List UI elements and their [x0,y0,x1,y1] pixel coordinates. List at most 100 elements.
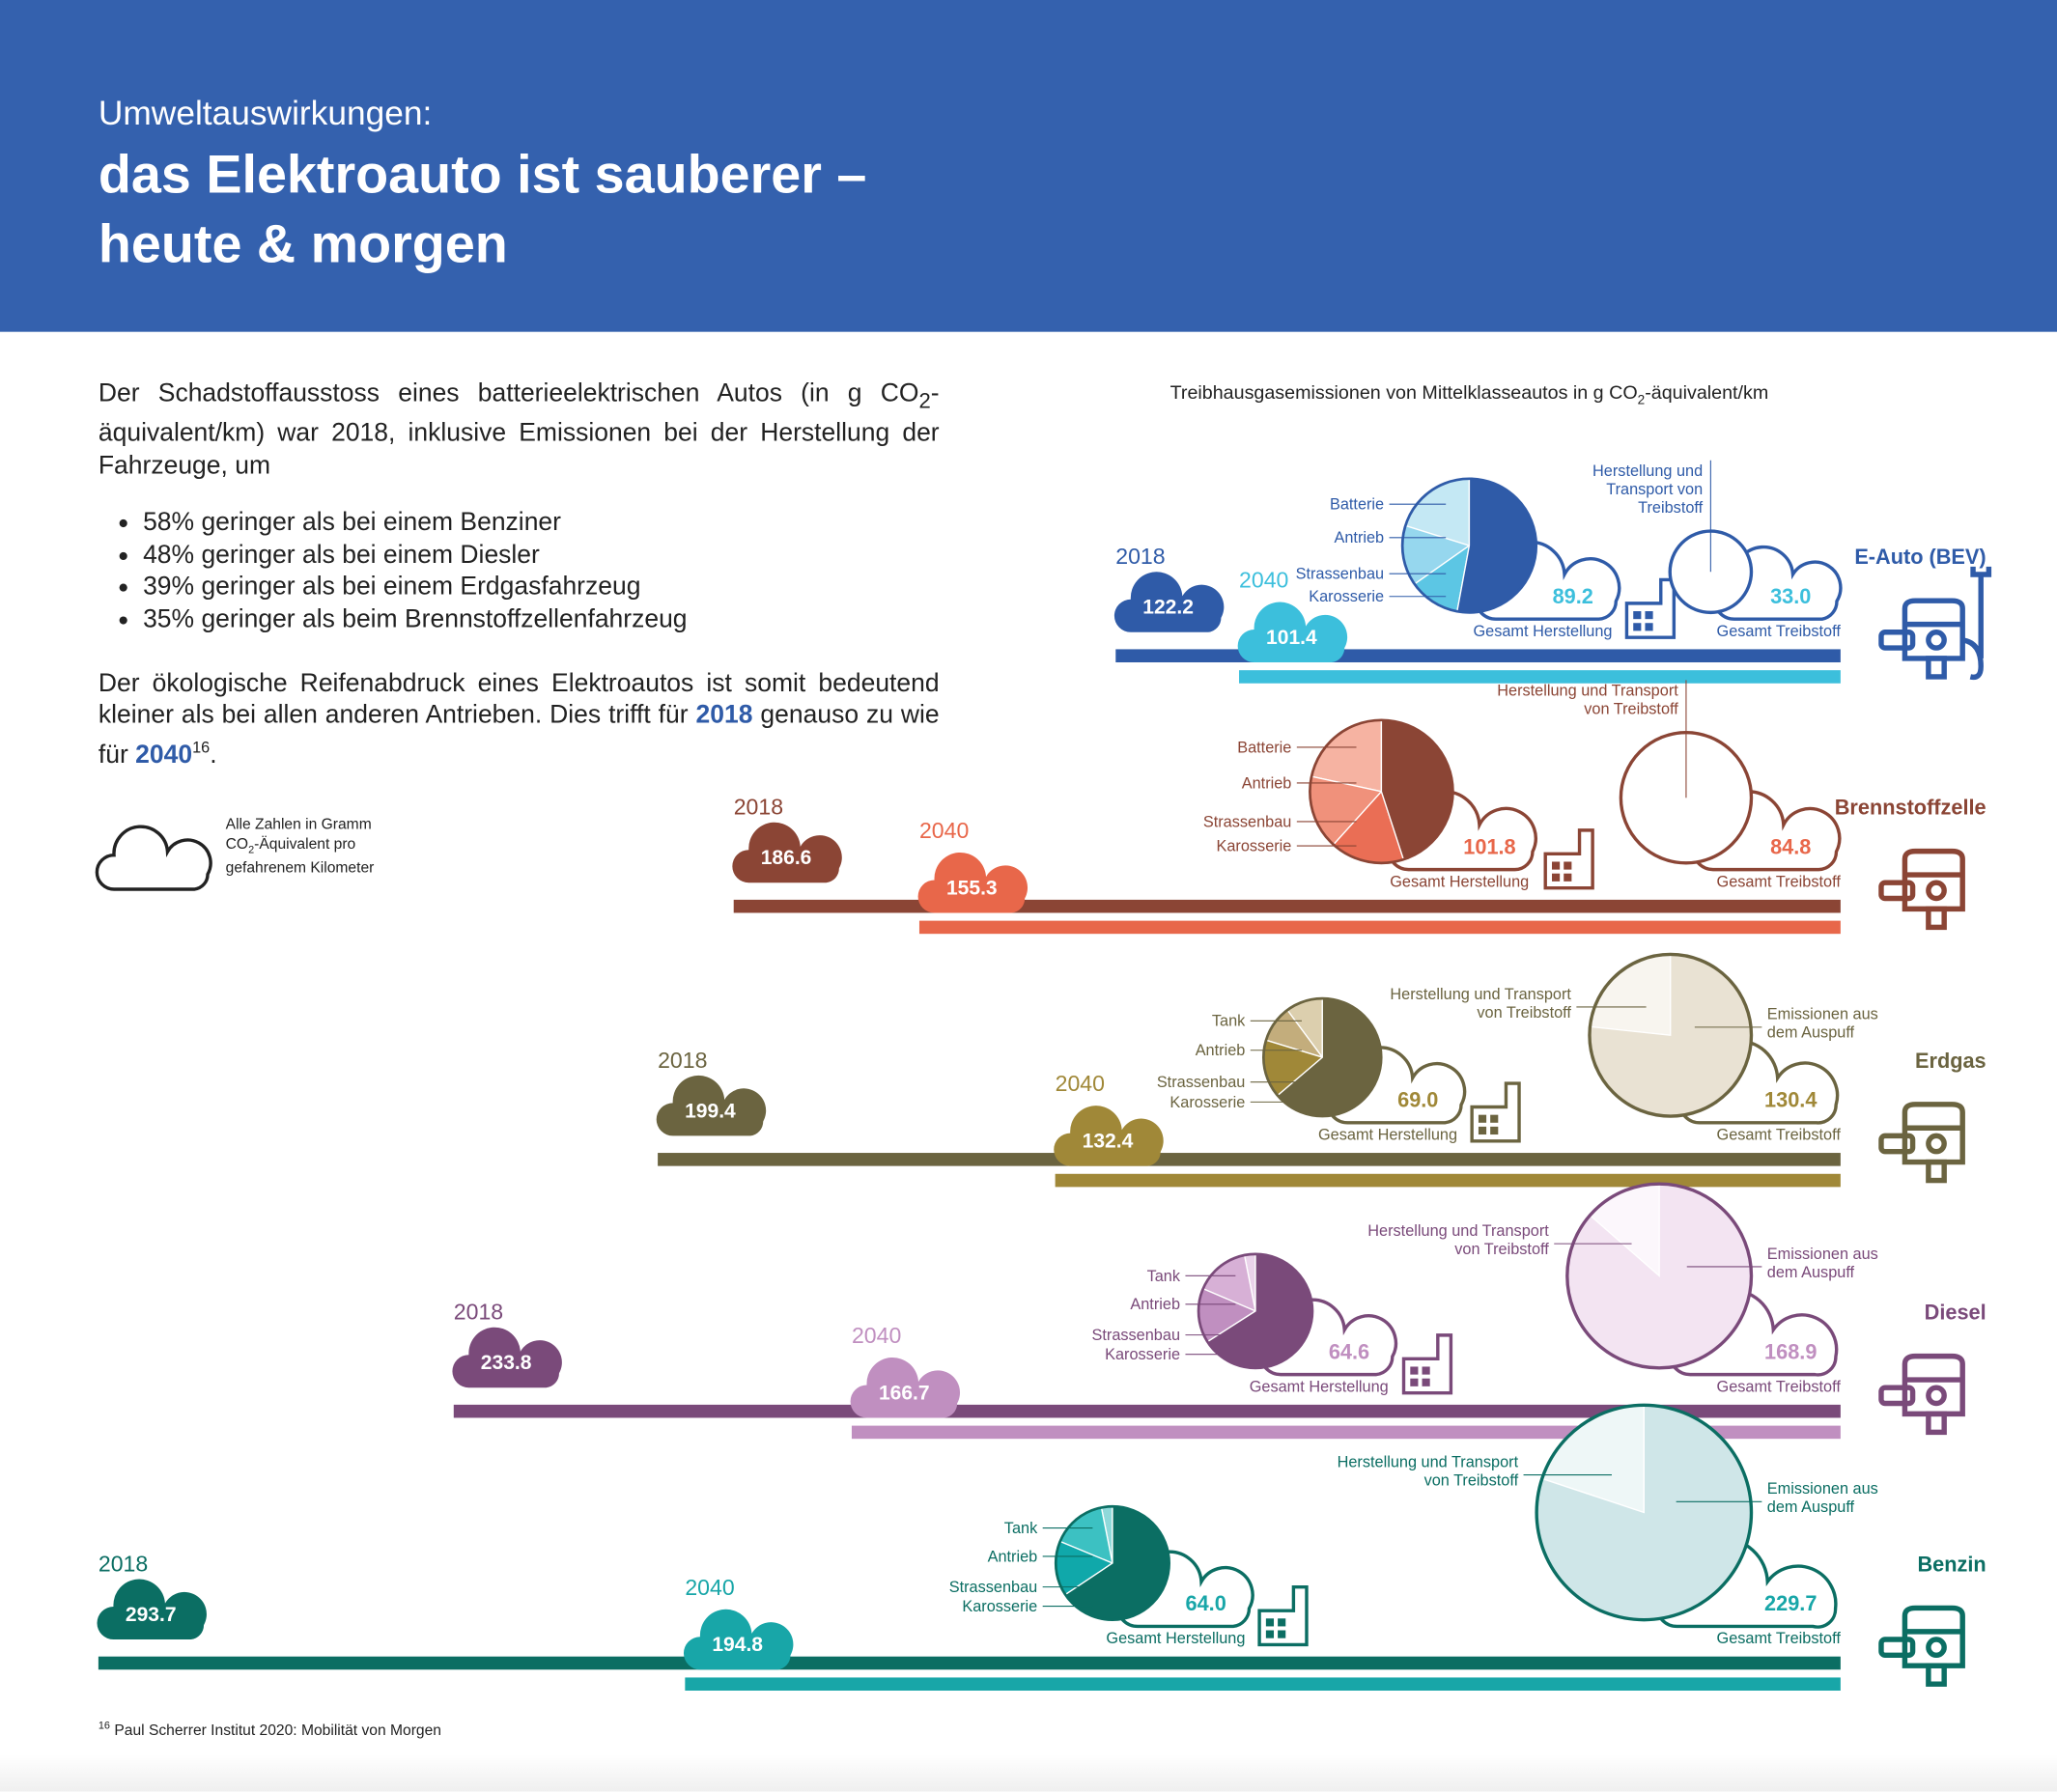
total-2018: 233.8 [481,1352,532,1374]
car-light [1926,1133,1947,1155]
cloud [683,1609,794,1670]
component-label: Karosserie [1309,588,1384,605]
fuel-label: Emissionen aus [1767,1246,1878,1263]
row-name: Brennstoffzelle [1835,796,1987,820]
footnote-ref: 16 [98,1719,110,1732]
fuel-label: von Treibstoff [1584,701,1678,718]
component-label: Batterie [1237,739,1291,756]
year-2018: 2018 [1115,544,1165,569]
cloud [1054,1106,1164,1166]
intro: Der Schadstoffausstoss eines batterieele… [99,378,940,481]
component-label: Strassenbau [1296,566,1385,583]
factory-window [1552,873,1561,882]
footnote: 16 Paul Scherrer Institut 2020: Mobilitä… [99,1720,441,1739]
fuel-value: 33.0 [1770,584,1811,608]
pie-outline [1261,996,1383,1118]
fuel-outline [1565,1182,1754,1370]
fuel-value: 229.7 [1764,1591,1817,1615]
total-2040: 155.3 [946,877,998,899]
fuel-value: 168.9 [1764,1339,1817,1363]
car-wheel [1926,1411,1947,1436]
fuel-label: dem Auspuff [1767,1024,1855,1042]
fuel-value: 130.4 [1764,1088,1817,1112]
footnote-text: Paul Scherrer Institut 2020: Mobilität v… [114,1722,441,1740]
pie-outline [1400,477,1538,614]
production-value: 101.8 [1463,834,1515,858]
conclusion-text: Der ökologische Reifenabdruck eines Elek… [98,668,940,730]
factory-window [1422,1366,1430,1375]
factory-icon [1257,1584,1309,1647]
pie-outline [1197,1252,1314,1370]
fuel-label: Treibstoff [1638,499,1703,517]
factory-outline [1543,828,1594,890]
year-2018: 2018 [99,1551,148,1576]
total-2040: 132.4 [1083,1131,1134,1153]
bar-2018 [733,899,1841,913]
cloud [1237,602,1348,663]
row-name: Erdgas [1915,1049,1987,1073]
factory-window [1645,623,1653,631]
factory-window [1564,873,1572,882]
fuel-caption: Gesamt Treibstoff [1717,1378,1842,1395]
year-2040: 2040 [919,818,969,843]
bullet: 35% geringer als beim Brennstoffzellenfa… [143,602,687,634]
note-line: Alle Zahlen in Gramm [225,817,372,833]
factory-window [1410,1378,1419,1386]
bar-2018 [453,1404,1841,1418]
intro-text: Der Schadstoffausstoss eines batterieele… [98,378,919,408]
component-label: Batterie [1330,496,1384,514]
factory-icon [1470,1081,1521,1143]
note-text: -Äquivalent pro [254,835,356,853]
factory-window [1645,611,1653,620]
fuel-caption: Gesamt Treibstoff [1717,1126,1842,1143]
factory-outline [1624,577,1677,639]
header: Umweltauswirkungen: das Elektroauto ist … [0,0,2057,332]
car-light [1926,1385,1947,1407]
production-caption: Gesamt Herstellung [1390,873,1529,890]
row-name: E-Auto (BEV) [1854,545,1986,569]
component-label: Karosserie [1169,1094,1245,1111]
production-value: 64.6 [1329,1339,1369,1363]
fuel-label: von Treibstoff [1424,1471,1519,1489]
car-wheel [1926,1663,1947,1687]
component-label: Karosserie [1105,1346,1180,1363]
fuel-label: Transport von [1606,481,1703,498]
pie-outline [1309,718,1454,865]
factory-window [1278,1618,1286,1627]
row-name: Benzin [1917,1552,1986,1576]
conclusion-text: . [210,740,217,770]
year: 2040 [135,740,193,770]
subscript: 2 [1638,392,1646,406]
total-2018: 122.2 [1142,597,1194,619]
car-lamp [1878,1385,1916,1407]
factory-outline [1257,1584,1309,1647]
car-wheel [1926,906,1947,931]
row-name: Diesel [1925,1301,1987,1325]
car-icon [1878,1605,1965,1687]
footnote-ref: 16 [192,738,211,757]
fuel-value: 84.8 [1770,834,1811,858]
total-2018: 199.4 [685,1100,736,1122]
component-label: Tank [1147,1268,1181,1285]
car-icon [1878,1353,1965,1436]
car-body [1902,1102,1965,1165]
factory-window [1422,1378,1430,1386]
bar-2018 [658,1153,1841,1166]
component-label: Antrieb [1130,1296,1180,1313]
car-lamp [1878,630,1916,651]
bar-2040 [1055,1173,1841,1188]
title-text: Treibhausgasemissionen von Mittelklassea… [1170,382,1638,404]
factory-window [1410,1366,1419,1375]
year-2018: 2018 [658,1048,707,1073]
factory-window [1490,1126,1499,1135]
car-body [1902,598,1965,661]
fuel-label: Herstellung und Transport [1338,1453,1519,1470]
bar-2018 [98,1656,1841,1670]
car-lamp [1878,880,1916,902]
car-body [1902,1353,1965,1417]
pie-outline [1054,1504,1170,1622]
year-2040: 2040 [1239,568,1288,593]
component-label: Antrieb [1242,774,1292,792]
